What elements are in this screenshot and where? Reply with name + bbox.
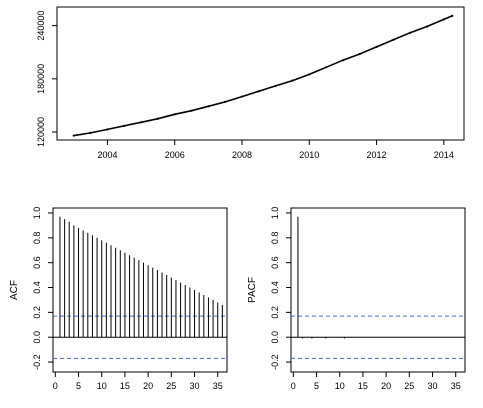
data-point: [173, 113, 176, 116]
data-point: [123, 124, 126, 127]
data-point: [392, 38, 395, 41]
y-tick-label: -0.2: [32, 354, 42, 370]
y-tick-label: 180000: [36, 64, 46, 94]
x-tick-label: 15: [358, 381, 368, 391]
y-tick-label: 0.0: [270, 331, 280, 344]
y-tick-label: 0.6: [32, 256, 42, 269]
x-tick-label: 30: [428, 381, 438, 391]
plot-frame: [52, 207, 228, 373]
x-tick-label: 25: [404, 381, 414, 391]
data-point: [358, 52, 361, 56]
x-tick-label: 35: [213, 381, 223, 391]
data-point: [72, 134, 75, 137]
x-tick-label: 5: [76, 381, 81, 391]
x-tick-label: 2014: [434, 150, 454, 160]
x-tick-label: 2008: [232, 150, 252, 160]
series-line: [73, 15, 453, 137]
y-tick-label: 120000: [36, 117, 46, 147]
x-tick-label: 0: [53, 381, 58, 391]
y-tick-label: 0.4: [32, 281, 42, 294]
y-tick-label: 240000: [36, 11, 46, 41]
data-point: [409, 31, 412, 34]
y-tick-label: 0.0: [32, 331, 42, 344]
data-point: [341, 59, 345, 62]
x-tick-label: 0: [291, 381, 296, 391]
x-tick-label: 2004: [97, 150, 117, 160]
data-point: [324, 66, 328, 69]
acf-panel: 0 5 10 15 20 25 30 35 -0.2 0.0 0.2 0.4 0.6 0.8 1.0 ACF: [9, 207, 228, 391]
plot-frame: [56, 6, 465, 141]
x-tick-label: 35: [451, 381, 461, 391]
x-tick-label: 2010: [299, 150, 319, 160]
data-point: [375, 45, 378, 49]
data-point: [106, 128, 109, 131]
y-tick-label: 1.0: [32, 207, 42, 220]
x-tick-label: 2006: [165, 150, 185, 160]
data-point: [224, 100, 227, 103]
data-point: [442, 18, 445, 21]
data-point: [257, 90, 260, 93]
x-tick-label: 5: [314, 381, 319, 391]
data-point: [425, 25, 429, 28]
y-tick-label: -0.2: [270, 354, 280, 370]
data-point: [291, 79, 294, 82]
data-point: [274, 84, 277, 88]
y-axis-label: PACF: [247, 277, 258, 303]
pacf-panel: 0 5 10 15 20 25 30 35 -0.2 0.0 0.2 0.4 0.6 0.8 1.0 PACF: [247, 207, 466, 391]
data-point: [156, 117, 160, 120]
data-point: [190, 109, 193, 112]
x-tick-label: 10: [97, 381, 107, 391]
x-tick-label: 10: [335, 381, 345, 391]
y-tick-label: 0.8: [270, 232, 280, 245]
x-tick-label: 15: [120, 381, 130, 391]
y-tick-label: 0.8: [32, 232, 42, 245]
data-point: [451, 14, 454, 17]
data-point: [139, 121, 143, 124]
x-tick-label: 20: [143, 381, 153, 391]
x-tick-label: 25: [166, 381, 176, 391]
y-tick-label: 1.0: [270, 207, 280, 220]
plot-frame: [290, 207, 466, 373]
y-axis-label: ACF: [9, 280, 20, 300]
data-point: [308, 73, 311, 76]
data-point: [207, 105, 210, 108]
y-tick-label: 0.2: [270, 306, 280, 319]
timeseries-panel: 2004 2006 2008 2010 2012 2014 120000 180000 2400…: [36, 6, 465, 160]
y-tick-label: 0.2: [32, 306, 42, 319]
x-tick-label: 20: [381, 381, 391, 391]
x-tick-label: 30: [190, 381, 200, 391]
y-tick-label: 0.4: [270, 281, 280, 294]
data-point: [240, 95, 244, 98]
y-tick-label: 0.6: [270, 256, 280, 269]
data-point: [89, 131, 92, 135]
x-tick-label: 2012: [367, 150, 387, 160]
